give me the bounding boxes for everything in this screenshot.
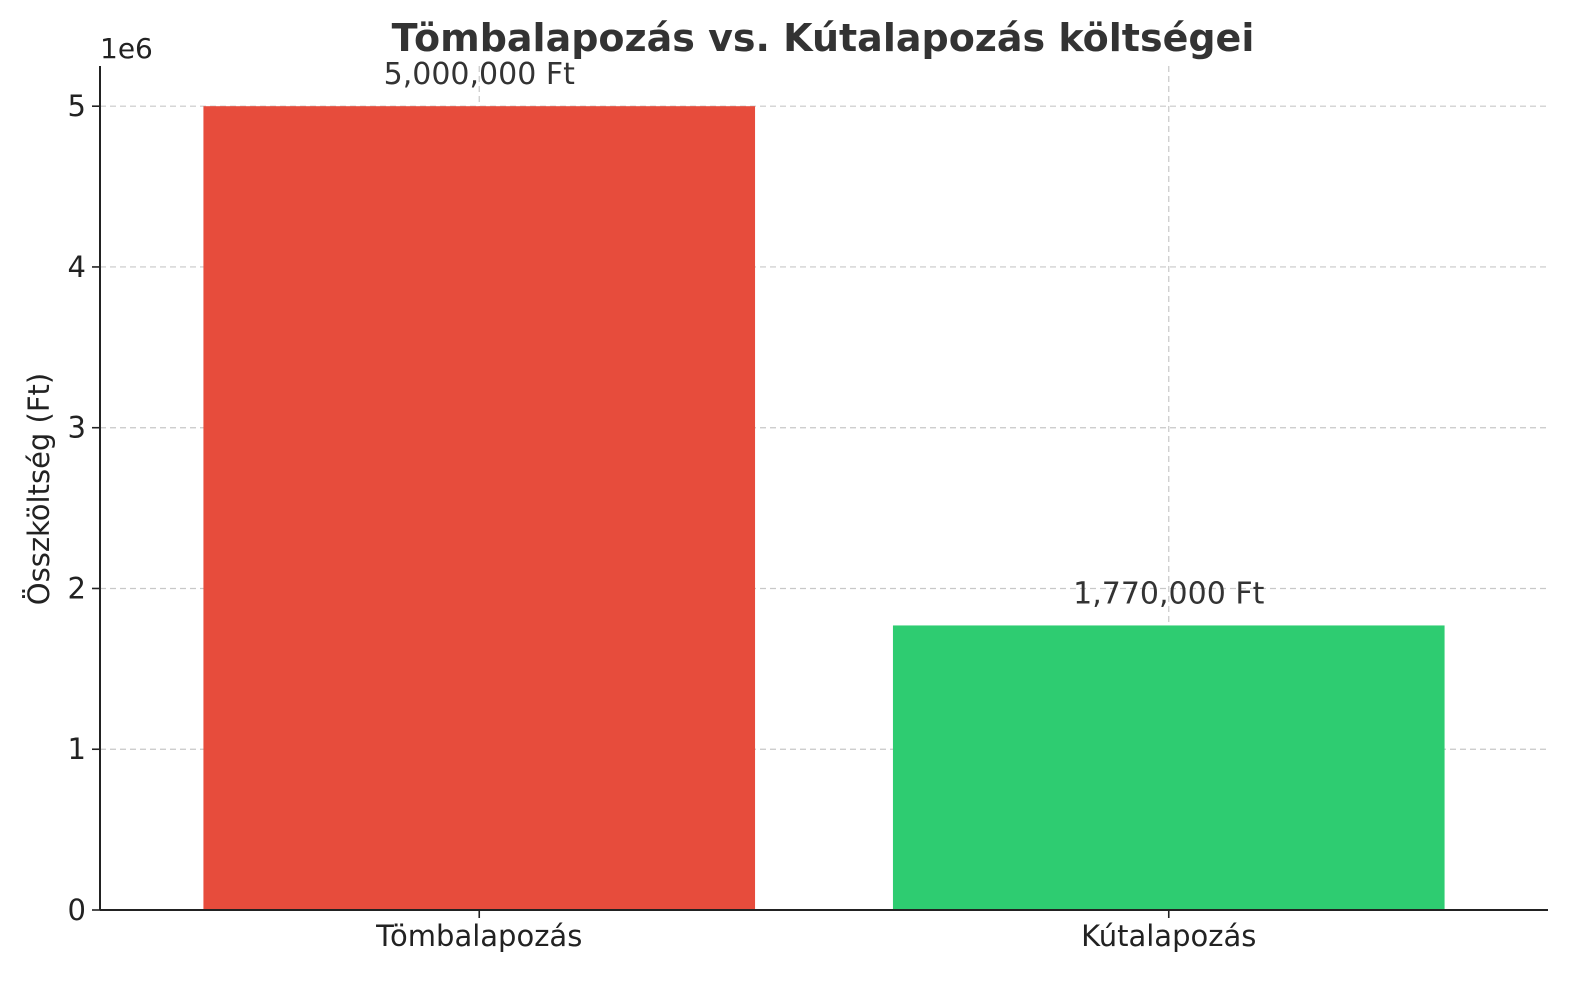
bar-value-label: 1,770,000 Ft [1073, 576, 1264, 611]
y-tick-label: 1 [68, 732, 86, 766]
y-tick-label: 5 [68, 89, 86, 123]
x-tick-label: Kútalapozás [1081, 919, 1256, 953]
y-tick-label: 0 [68, 893, 86, 927]
bar-value-label: 5,000,000 Ft [384, 57, 575, 92]
bar [892, 625, 1445, 910]
y-axis-offset-label: 1e6 [100, 32, 153, 65]
bar-layer [203, 106, 1445, 910]
y-tick-label: 2 [68, 571, 86, 605]
label-layer: 5,000,000 Ft 1,770,000 Ft [384, 57, 1265, 611]
y-axis-title: Összköltség (Ft) [22, 373, 56, 605]
y-tick-label: 4 [68, 250, 86, 284]
y-tick-label: 3 [68, 411, 86, 445]
x-tick-label: Tömbalapozás [375, 919, 582, 953]
axis-layer: 0 1 2 3 4 5 Tömbalapozás Kútalapozás [68, 66, 1548, 953]
bar [203, 106, 756, 910]
chart-title: Tömbalapozás vs. Kútalapozás költségei [392, 16, 1255, 60]
